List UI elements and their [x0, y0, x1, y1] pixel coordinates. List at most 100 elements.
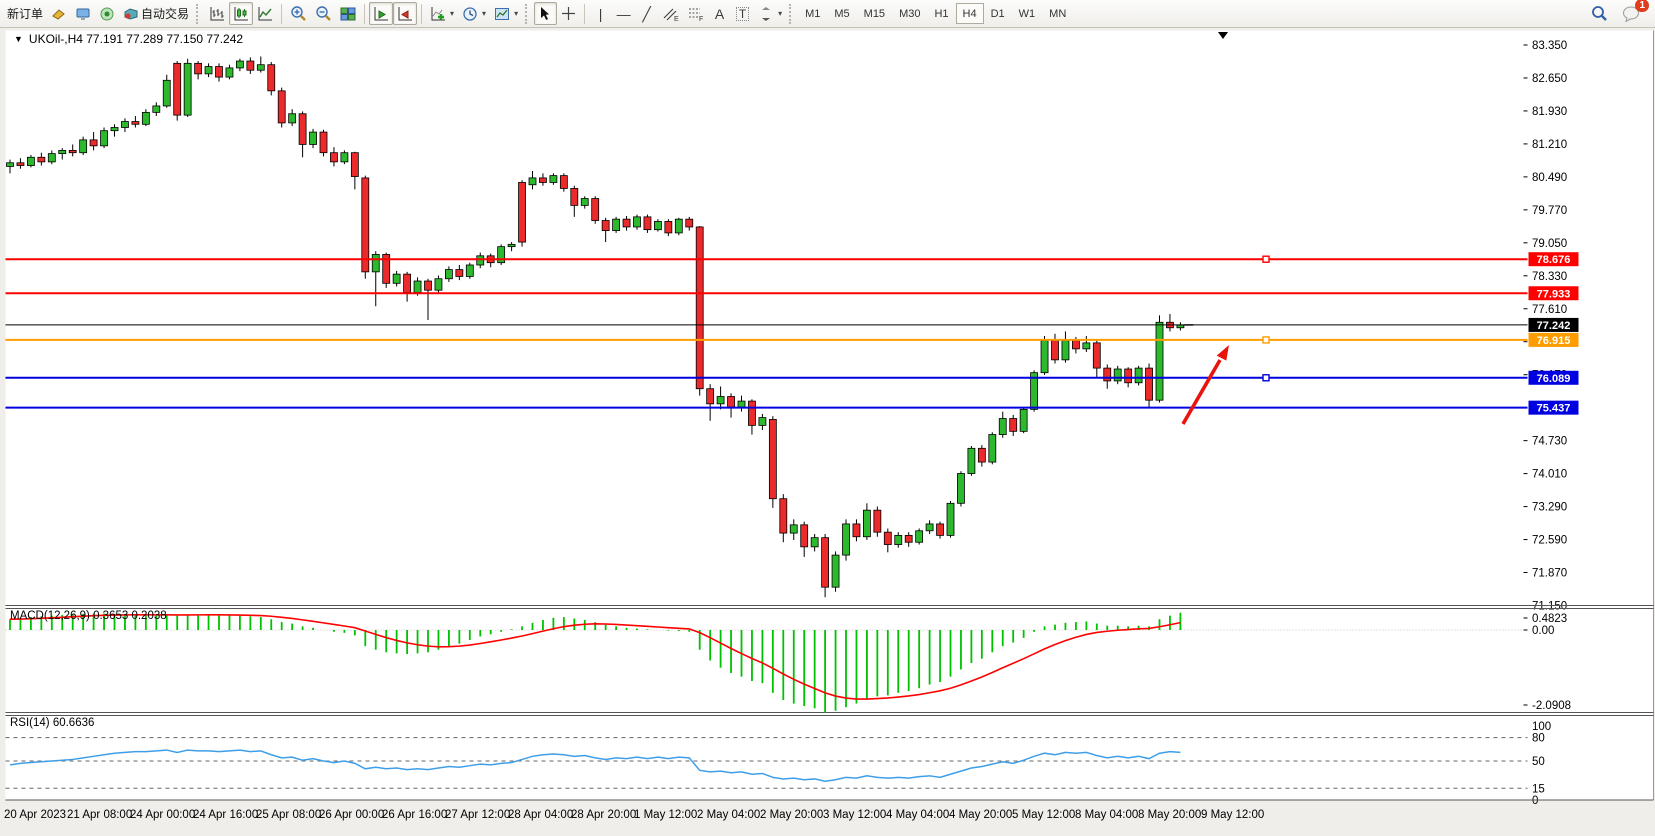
candle-down [727, 396, 735, 408]
time-axis-label: 4 May 04:00 [886, 809, 949, 821]
horn-icon-button[interactable] [47, 2, 71, 25]
arrow-annotation-head[interactable] [1216, 345, 1229, 361]
candle-down [1072, 340, 1080, 350]
zoom-in-button[interactable] [286, 2, 311, 25]
timeframe-h1[interactable]: H1 [934, 7, 949, 20]
candle-down [1051, 340, 1059, 361]
zoom-out-button[interactable] [311, 2, 336, 25]
toolbar-drag-handle[interactable] [525, 3, 531, 24]
candle-down [455, 269, 464, 277]
new-order-button[interactable]: 新订单 [3, 2, 47, 25]
timeframe-m1[interactable]: M1 [805, 7, 821, 20]
crosshair-icon [562, 7, 576, 20]
price-axis-label: 81.210 [1532, 139, 1567, 151]
auto-trading-button[interactable]: 自动交易 [119, 2, 193, 25]
vertical-line-button[interactable]: | [589, 2, 612, 25]
candle-down [1092, 342, 1101, 369]
candle-up [58, 150, 67, 155]
candle-up [6, 162, 14, 167]
new-order-label: 新订单 [7, 7, 44, 21]
timeframe-mn[interactable]: MN [1049, 7, 1067, 20]
chat-button[interactable]: 1 [1618, 0, 1649, 25]
candle-down [382, 254, 391, 284]
timeframe-h4[interactable]: H4 [955, 3, 984, 24]
horizontal-line-button[interactable]: — [612, 2, 635, 25]
symbol-dropdown-icon[interactable]: ▼ [14, 34, 23, 44]
crosshair-button[interactable] [557, 2, 580, 25]
price-axis-label: 78.330 [1532, 271, 1567, 283]
template-icon [495, 7, 510, 20]
candle-up [152, 105, 161, 113]
indicators-add-icon [431, 6, 446, 20]
candle-down [768, 419, 777, 500]
hline-handle[interactable] [1262, 255, 1270, 263]
timeframe-m5[interactable]: M5 [834, 7, 850, 20]
candle-up [1061, 340, 1070, 361]
time-axis-label: 9 May 12:00 [1201, 809, 1264, 821]
chart-shift-button[interactable] [393, 2, 418, 25]
candle-up [110, 127, 119, 132]
chart-shift-marker[interactable] [1218, 32, 1228, 39]
price-badge [1528, 370, 1579, 385]
arrow-annotation[interactable] [1181, 359, 1222, 425]
fibonacci-button[interactable]: F [683, 2, 708, 25]
candle-down [518, 182, 526, 243]
price-axis-label: 79.770 [1532, 205, 1567, 217]
time-axis-label: 2 May 20:00 [760, 809, 823, 821]
timeframe-m15[interactable]: M15 [863, 7, 886, 20]
auto-trading-icon [124, 7, 138, 20]
periods-button[interactable]: ▾ [458, 2, 490, 25]
channel-button[interactable]: E [658, 2, 683, 25]
search-button[interactable] [1587, 2, 1612, 25]
chart-svg[interactable]: 83.350 82.650 81.930 81.210 80.490 79.770 79.0… [0, 28, 1655, 831]
timeframe-m30[interactable]: M30 [899, 7, 921, 20]
hline-handle[interactable] [1262, 336, 1270, 344]
tile-windows-button[interactable] [336, 2, 360, 25]
candle-down [643, 216, 652, 231]
candle-down [977, 447, 986, 463]
indicators-button[interactable]: ▾ [426, 2, 458, 25]
macd-label: MACD(12,26,9) 0.3653 0.2038 [10, 610, 167, 622]
terminal-icon-button[interactable] [71, 2, 95, 25]
time-axis-label: 28 Apr 04:00 [508, 809, 573, 821]
toolbar-drag-handle[interactable] [789, 3, 795, 24]
time-axis-label: 26 Apr 00:00 [319, 809, 384, 821]
candle-up [1134, 367, 1143, 384]
candle-up [371, 254, 380, 273]
computer-icon [76, 8, 90, 20]
dropdown-arrow-icon[interactable]: ▾ [514, 9, 519, 18]
timeframe-w1[interactable]: W1 [1018, 7, 1036, 20]
timeframe-d1[interactable]: D1 [990, 7, 1005, 20]
templates-button[interactable]: ▾ [490, 2, 522, 25]
signal-icon-button[interactable] [95, 2, 119, 25]
macd-axis-label: 0.00 [1532, 625, 1554, 637]
auto-scroll-button[interactable] [369, 2, 394, 25]
candle-up [915, 530, 924, 543]
hline-handle[interactable] [1262, 374, 1270, 382]
label-tool-button[interactable]: T [731, 2, 754, 25]
candle-up [894, 534, 903, 545]
candle-down [685, 218, 694, 228]
dropdown-arrow-icon[interactable]: ▾ [778, 9, 783, 18]
toolbar-drag-handle[interactable] [196, 3, 202, 24]
line-chart-button[interactable] [253, 2, 277, 25]
candle-down [1009, 418, 1018, 432]
candlestick-chart-button[interactable] [229, 2, 254, 25]
trendline-button[interactable]: ╱ [635, 2, 658, 25]
candle-down [706, 388, 715, 405]
bar-chart-button[interactable] [205, 2, 229, 25]
candle-up [1040, 340, 1049, 374]
dropdown-arrow-icon[interactable]: ▾ [450, 9, 455, 18]
price-axis-label: 80.490 [1532, 172, 1567, 184]
equidistant-channel-icon: E [663, 8, 679, 22]
trendline-icon: ╱ [642, 5, 651, 22]
candle-up [998, 418, 1007, 435]
candle-down [591, 198, 600, 221]
candle-up [26, 156, 35, 166]
time-axis-label: 21 Apr 08:00 [67, 809, 132, 821]
cursor-button[interactable] [534, 2, 558, 25]
arrows-button[interactable]: ▾ [754, 2, 786, 25]
text-tool-button[interactable]: A [708, 2, 731, 25]
price-badge [1528, 332, 1579, 347]
dropdown-arrow-icon[interactable]: ▾ [482, 9, 487, 18]
